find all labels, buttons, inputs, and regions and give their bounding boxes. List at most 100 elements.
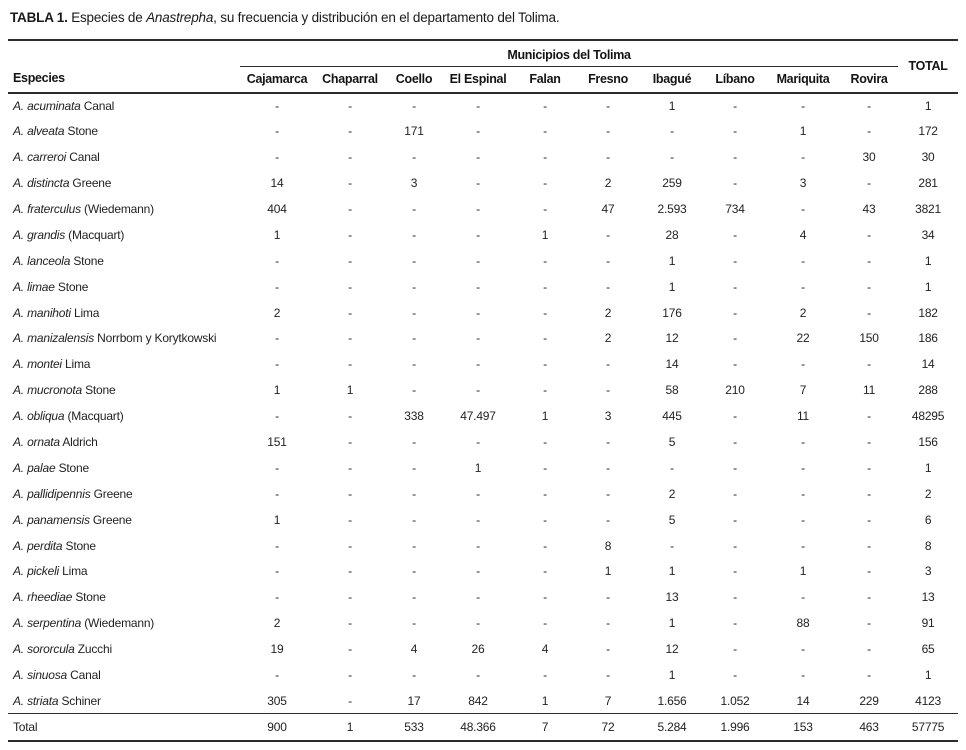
species-binomial: A. mucronota: [13, 383, 82, 398]
count-cell: 4: [799, 227, 807, 242]
count-cell: -: [476, 383, 480, 398]
total-row-label: Total: [8, 713, 240, 741]
table-row: A. pickeli Lima - - - - - 1 1 - 1 - 3: [8, 559, 958, 585]
count-cell: 3: [410, 176, 418, 191]
count-cell: 7: [604, 693, 612, 708]
column-header-total: TOTAL: [898, 40, 959, 94]
row-total-cell: 6: [924, 512, 932, 527]
count-cell: 1: [346, 383, 354, 398]
count-cell: -: [275, 460, 279, 475]
count-cell: -: [275, 279, 279, 294]
species-binomial: A. montei: [13, 357, 62, 372]
count-cell: -: [543, 460, 547, 475]
count-cell: -: [867, 176, 871, 191]
count-cell: 4: [541, 642, 549, 657]
count-cell: -: [348, 693, 352, 708]
species-author: Canal: [67, 668, 101, 683]
count-cell: 28: [665, 227, 679, 242]
count-cell: -: [275, 331, 279, 346]
count-cell: -: [801, 279, 805, 294]
count-cell: -: [275, 668, 279, 683]
count-cell: 47: [601, 202, 615, 216]
species-author: (Macquart): [65, 227, 125, 242]
count-cell: -: [606, 435, 610, 450]
count-cell: -: [275, 357, 279, 372]
count-cell: -: [733, 409, 737, 424]
species-name-cell: A. alveata Stone: [8, 118, 240, 144]
count-cell: -: [348, 357, 352, 372]
row-total-cell: 30: [921, 150, 935, 165]
species-author: Stone: [70, 253, 104, 268]
species-frequency-table: Municipios del Tolima TOTAL Especies Caj…: [8, 39, 959, 742]
count-cell: -: [606, 124, 610, 139]
total-row: Total 900 1 533 48.366 7 72 5.284 1.996 …: [8, 713, 959, 741]
count-cell: 1.052: [720, 693, 750, 708]
row-total-cell: 4123: [915, 693, 942, 708]
count-cell: -: [412, 357, 416, 372]
count-cell: -: [348, 538, 352, 553]
count-cell: -: [275, 409, 279, 424]
count-cell: -: [543, 668, 547, 683]
count-cell: -: [476, 435, 480, 450]
count-cell: 3: [799, 176, 807, 191]
count-cell: -: [543, 590, 547, 605]
count-cell: -: [733, 253, 737, 268]
count-cell: -: [670, 150, 674, 165]
count-cell: -: [476, 331, 480, 346]
species-name-cell: A. sororcula Zucchi: [8, 636, 240, 662]
count-cell: -: [476, 486, 480, 501]
count-cell: -: [348, 176, 352, 191]
count-cell: -: [543, 176, 547, 191]
count-cell: -: [606, 253, 610, 268]
species-name-cell: A. manihoti Lima: [8, 300, 240, 326]
count-cell: -: [543, 486, 547, 501]
count-cell: -: [733, 590, 737, 605]
count-cell: 58: [665, 383, 679, 398]
count-cell: -: [543, 279, 547, 294]
count-cell: -: [412, 253, 416, 268]
row-total-cell: 182: [918, 305, 938, 320]
count-cell: -: [275, 253, 279, 268]
count-cell: -: [733, 124, 737, 139]
column-header-ibague: Ibagué: [640, 66, 704, 94]
count-cell: -: [348, 460, 352, 475]
row-total-cell: 1: [924, 668, 932, 683]
count-cell: -: [867, 642, 871, 657]
count-cell: -: [867, 253, 871, 268]
species-binomial: A. distincta: [13, 176, 70, 191]
count-cell: -: [733, 642, 737, 657]
count-cell: -: [412, 538, 416, 553]
count-cell: -: [348, 253, 352, 268]
count-cell: -: [348, 227, 352, 242]
count-cell: -: [543, 305, 547, 320]
total-fresno: 72: [576, 713, 640, 741]
species-binomial: A. palae: [13, 460, 56, 475]
count-cell: -: [476, 357, 480, 372]
count-cell: -: [476, 150, 480, 165]
table-row: A. sinuosa Canal - - - - - - 1 - - - 1: [8, 662, 958, 688]
table-row: A. alveata Stone - - 171 - - - - - 1 - 172: [8, 118, 958, 144]
row-total-cell: 186: [918, 331, 938, 346]
count-cell: 17: [407, 693, 421, 708]
count-cell: 8: [604, 538, 612, 553]
corner-spacer: [8, 40, 240, 66]
count-cell: 176: [662, 305, 682, 320]
count-cell: -: [348, 202, 352, 216]
species-binomial: A. rheediae: [13, 590, 73, 605]
table-row: A. fraterculus (Wiedemann) 404 - - - - 47 2.593…: [8, 196, 958, 222]
count-cell: 1: [668, 279, 676, 294]
species-author: Stone: [55, 460, 90, 475]
total-el-espinal: 48.366: [442, 713, 514, 741]
count-cell: -: [412, 512, 416, 527]
count-cell: -: [476, 564, 480, 579]
count-cell: -: [348, 150, 352, 165]
table-body: A. acuminata Canal - - - - - -1- - -1 A. alveata …: [8, 93, 958, 714]
species-author: Lima: [59, 564, 88, 579]
count-cell: -: [476, 616, 480, 631]
species-author: Stone: [72, 590, 106, 605]
species-name-cell: A. ornata Aldrich: [8, 429, 240, 455]
count-cell: -: [801, 668, 805, 683]
count-cell: 19: [270, 642, 284, 657]
count-cell: -: [275, 538, 279, 553]
count-cell: 12: [665, 642, 679, 657]
